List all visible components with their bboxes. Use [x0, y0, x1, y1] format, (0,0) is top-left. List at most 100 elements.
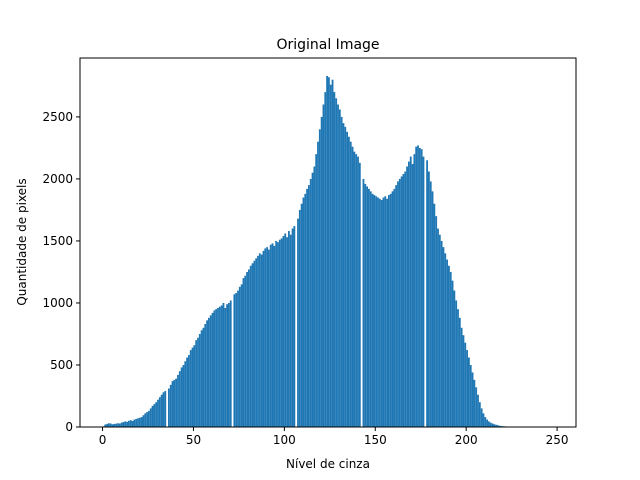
bar [131, 421, 134, 427]
x-axis-label: Nível de cinza [286, 457, 370, 471]
bar [195, 340, 198, 427]
bar [368, 188, 370, 427]
bar [473, 379, 476, 427]
bar [498, 425, 501, 427]
bar [297, 218, 299, 427]
bar [186, 357, 188, 427]
bar [346, 131, 348, 428]
bar [388, 195, 390, 427]
bar [282, 235, 285, 427]
bar [417, 145, 419, 427]
bar [429, 181, 432, 427]
bar [328, 77, 330, 427]
bar [202, 327, 205, 427]
bar [273, 245, 276, 427]
bar [478, 402, 481, 427]
plot-frame [79, 57, 577, 428]
bar [218, 306, 221, 427]
bar [269, 244, 272, 427]
bar [373, 195, 376, 427]
bar [180, 367, 183, 427]
bar [364, 183, 367, 427]
bar [120, 422, 123, 427]
bar [335, 98, 338, 428]
bar [251, 263, 254, 427]
bar [228, 302, 230, 427]
bar [175, 378, 178, 427]
bar [400, 176, 403, 427]
bar [329, 84, 332, 427]
bar [193, 345, 196, 427]
bar [142, 415, 145, 427]
bar [246, 271, 248, 427]
bar [357, 156, 359, 427]
bar [422, 156, 425, 427]
bar [238, 286, 241, 427]
bar [151, 405, 154, 427]
bar [268, 249, 270, 427]
bar [320, 116, 323, 428]
bar [495, 424, 498, 427]
bar [488, 421, 490, 427]
bar [291, 228, 294, 427]
bar [224, 307, 227, 427]
bar [324, 92, 327, 427]
bar [217, 307, 219, 427]
bar [455, 300, 458, 427]
bar [260, 254, 263, 427]
y-tick-label: 500 [50, 358, 73, 372]
bar [426, 160, 428, 427]
bar [311, 172, 314, 427]
bar [397, 181, 399, 427]
bar [191, 347, 194, 427]
bar [398, 178, 401, 427]
bar [451, 280, 454, 427]
bar [395, 185, 398, 427]
bar [206, 320, 208, 427]
x-tick-label: 50 [186, 433, 201, 447]
bar [237, 290, 239, 427]
bar [337, 104, 339, 427]
bar [118, 423, 121, 427]
bar [304, 193, 307, 427]
bar [458, 317, 461, 427]
bar [298, 209, 301, 427]
bar [253, 260, 256, 427]
bar [188, 355, 190, 427]
bar [404, 171, 407, 427]
bar [106, 423, 108, 427]
bar [178, 371, 181, 427]
bar [280, 238, 283, 427]
bar [158, 397, 161, 427]
bar [213, 310, 216, 427]
bar [433, 203, 436, 427]
bar [435, 216, 438, 427]
bar [322, 104, 325, 427]
bar [358, 162, 361, 427]
bar [466, 350, 468, 427]
bar [146, 412, 148, 427]
bar [293, 226, 296, 427]
bar [220, 305, 223, 427]
bar [366, 186, 368, 427]
bar [173, 379, 176, 427]
bar [197, 337, 199, 427]
bar [340, 116, 343, 428]
bar [380, 200, 383, 427]
bar [155, 402, 158, 427]
bar [242, 278, 245, 427]
bar [313, 166, 316, 427]
bar [226, 304, 228, 427]
bar [349, 141, 352, 427]
bar [153, 404, 156, 427]
y-tick-label: 2500 [42, 110, 73, 124]
bar [369, 191, 372, 427]
bar [353, 151, 356, 427]
bar [338, 109, 341, 428]
bar [440, 240, 443, 427]
bar [200, 330, 203, 427]
bar [249, 265, 252, 427]
bar [384, 196, 387, 427]
bar [378, 198, 381, 427]
bar [144, 413, 147, 427]
